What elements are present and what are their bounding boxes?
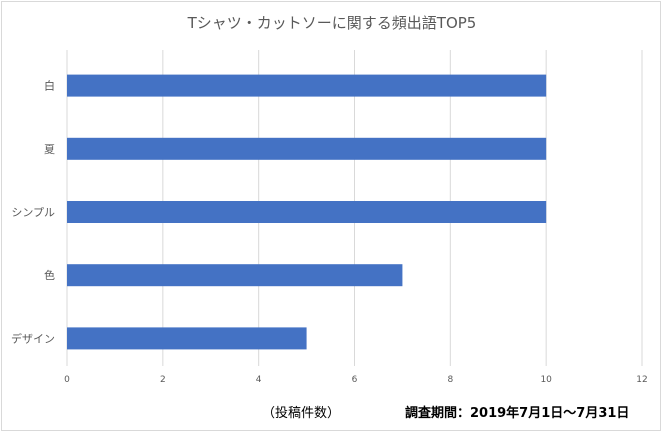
bar xyxy=(67,327,307,350)
x-axis-label: （投稿件数） xyxy=(262,406,341,421)
x-tick-label: 10 xyxy=(540,375,552,385)
category-label: デザイン xyxy=(11,331,55,345)
bar xyxy=(67,137,547,160)
category-label: 白 xyxy=(44,79,55,93)
x-tick-label: 8 xyxy=(447,375,453,385)
chart-title: Tシャツ・カットソーに関する頻出語TOP5 xyxy=(187,14,477,32)
category-label: 色 xyxy=(44,268,55,282)
x-tick-label: 4 xyxy=(256,375,262,385)
bar xyxy=(67,201,547,223)
x-tick-label: 12 xyxy=(636,375,647,385)
x-tick-label: 2 xyxy=(160,375,166,385)
x-tick-label: 0 xyxy=(64,375,70,385)
bar xyxy=(67,264,403,287)
x-tick-label: 6 xyxy=(352,375,358,385)
category-label: 夏 xyxy=(44,143,55,156)
category-label: シンプル xyxy=(11,206,55,219)
bar xyxy=(67,74,547,97)
survey-period-note: 調査期間：2019年7月1日〜7月31日 xyxy=(405,406,630,421)
